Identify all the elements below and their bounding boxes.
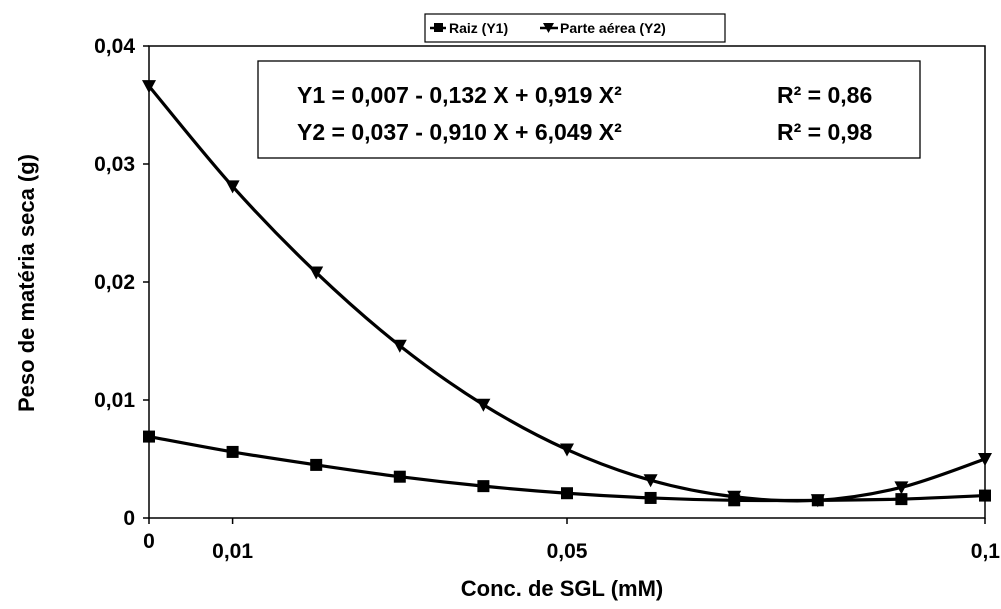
y-tick-label: 0,02 — [94, 271, 135, 294]
x-tick-label: 0 — [143, 530, 155, 553]
data-point-square — [644, 491, 657, 504]
y-tick-label: 0 — [123, 507, 135, 530]
data-point-triangle — [894, 481, 909, 495]
data-point-triangle — [643, 474, 658, 488]
y-axis-title: Peso de matéria seca (g) — [14, 154, 39, 412]
data-point-triangle — [727, 490, 742, 504]
data-point-triangle — [810, 494, 825, 508]
data-point-square — [561, 487, 573, 500]
legend-label-raiz: Raiz (Y1) — [449, 20, 508, 36]
r2-y1: R² = 0,86 — [777, 82, 872, 108]
legend-label-parte-aerea: Parte aérea (Y2) — [560, 20, 666, 36]
data-point-triangle — [309, 266, 324, 280]
x-tick-label: 0,05 — [547, 540, 588, 563]
data-point-square — [393, 470, 406, 483]
data-point-square — [143, 430, 155, 443]
series-parte-aerea — [142, 80, 992, 508]
data-point-triangle — [476, 398, 491, 412]
series-line — [147, 85, 986, 503]
legend: Raiz (Y1) Parte aérea (Y2) — [424, 13, 726, 43]
data-point-triangle — [142, 80, 156, 94]
series-layer — [142, 80, 992, 508]
r2-y2: R² = 0,98 — [777, 119, 872, 145]
legend-triangle-marker-icon — [543, 23, 554, 33]
y-tick-label: 0,01 — [94, 389, 135, 412]
data-point-square — [895, 493, 908, 506]
x-tick-label: 0,1 — [971, 540, 1001, 563]
axis-ticks: 0 0,01 0,02 0,03 0,04 0 0,01 0,05 0,1 — [94, 35, 1000, 563]
x-axis-title: Conc. de SGL (mM) — [461, 576, 664, 601]
y-tick-label: 0,04 — [94, 35, 135, 58]
data-point-triangle — [392, 339, 407, 353]
data-point-square — [310, 458, 323, 471]
data-point-square — [477, 480, 490, 493]
legend-item-parte-aerea: Parte aérea (Y2) — [540, 20, 666, 36]
legend-box — [424, 13, 726, 43]
legend-item-raiz: Raiz (Y1) — [430, 20, 508, 36]
equation-box-frame — [257, 60, 921, 159]
data-point-triangle — [560, 443, 574, 457]
data-point-triangle — [225, 180, 240, 194]
data-point-square — [979, 489, 991, 502]
equation-y2: Y2 = 0,037 - 0,910 X + 6,049 X² — [297, 119, 622, 145]
x-tick-label: 0,01 — [212, 540, 253, 563]
y-tick-label: 0,03 — [94, 153, 135, 176]
data-point-triangle — [978, 453, 992, 466]
equation-y1: Y1 = 0,007 - 0,132 X + 0,919 X² — [297, 82, 622, 108]
data-point-square — [226, 445, 239, 458]
legend-square-marker-icon — [434, 23, 443, 32]
equation-box: Y1 = 0,007 - 0,132 X + 0,919 X² R² = 0,8… — [257, 60, 921, 159]
